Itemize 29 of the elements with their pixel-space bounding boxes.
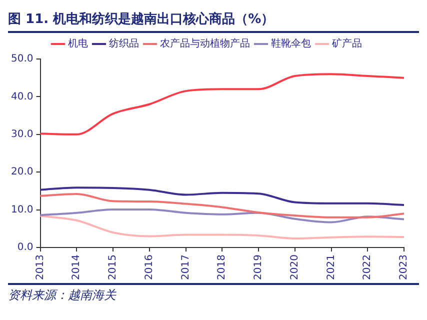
x-tick-label: 2022 (362, 254, 374, 280)
x-tick-label: 2023 (398, 254, 410, 280)
x-tick-label: 2018 (216, 254, 228, 280)
line-series (39, 193, 405, 218)
chart-title: 图 11. 机电和纺织是越南出口核心商品（%） (8, 10, 276, 29)
y-tick-label: 40.0 (11, 91, 34, 102)
x-tick-label: 2013 (34, 254, 46, 280)
y-tick-label: 50.0 (11, 54, 34, 65)
x-tick-label: 2014 (71, 254, 82, 280)
legend-label: 鞋靴伞包 (271, 38, 311, 50)
text: 资料来源：越南海关 (8, 287, 118, 304)
line-series (39, 73, 405, 136)
x-tick-label: 2017 (180, 254, 192, 280)
x-tick-label: 2021 (326, 254, 337, 280)
x-tick-label: 2020 (289, 254, 300, 280)
legend-label: 机电 (68, 38, 88, 50)
y-tick-label: 10.0 (11, 204, 34, 216)
legend-label: 矿产品 (331, 38, 362, 50)
line-series (39, 214, 405, 240)
y-tick-label: 0.0 (17, 242, 34, 254)
x-tick-label: 2016 (144, 254, 155, 280)
y-tick-label: 20.0 (11, 166, 34, 178)
line-series (39, 208, 405, 224)
legend-label: 纺织品 (109, 38, 139, 50)
x-tick-label: 2015 (108, 254, 119, 280)
line-series (39, 186, 405, 206)
legend-label: 农产品与动植物产品 (160, 38, 250, 50)
x-tick-label: 2019 (253, 254, 264, 280)
y-tick-label: 30.0 (11, 129, 34, 140)
